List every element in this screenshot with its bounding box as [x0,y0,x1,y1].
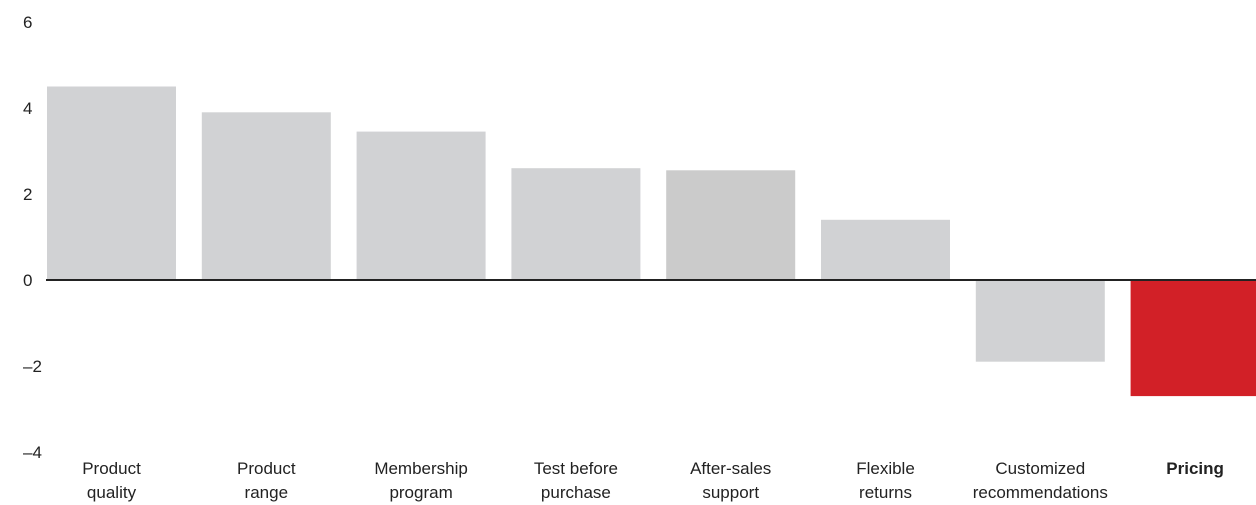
bar [821,219,950,280]
y-tick-label: 0 [23,271,32,290]
bar [201,112,331,280]
y-tick-label: –4 [23,443,42,462]
x-tick-label: After-sales support [690,459,771,502]
y-tick-label: 6 [23,13,32,32]
x-axis-labels: Product quality Product range Membership prog… [82,459,1224,502]
x-tick-label: Flexible returns [856,459,915,502]
y-tick-label: –2 [23,357,42,376]
bar [666,170,796,280]
x-tick-label: Product range [237,459,296,502]
y-tick-label: 4 [23,99,32,118]
bar [47,86,176,280]
bar [975,280,1105,362]
bar [356,131,486,280]
bars [47,86,1256,397]
bar [511,168,641,280]
bar-highlight [1130,280,1256,397]
x-tick-label: Customized recommendations [973,459,1108,502]
x-tick-label: Test before purchase [534,459,618,502]
x-tick-label: Product quality [82,459,141,502]
y-axis-ticks: 6 4 2 0 –2 –4 [23,13,42,462]
x-tick-label: Pricing [1166,459,1224,478]
x-tick-label: Membership program [374,459,468,502]
y-tick-label: 2 [23,185,32,204]
